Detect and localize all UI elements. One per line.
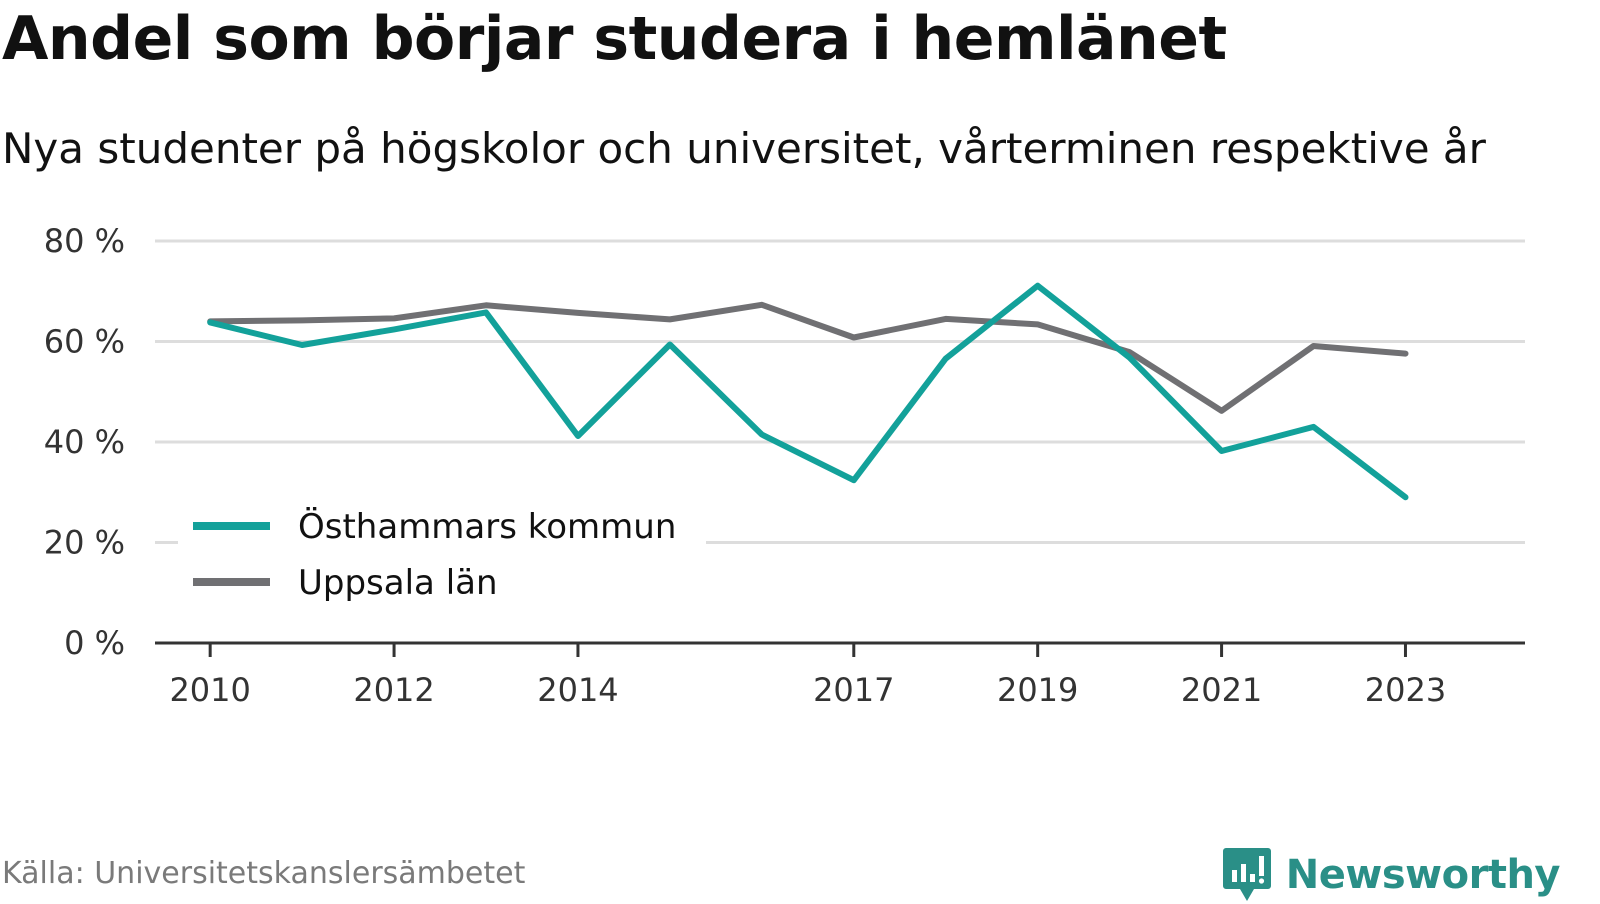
x-tick-label: 2010 bbox=[169, 671, 250, 709]
series-line-0 bbox=[207, 282, 1409, 501]
x-tick-label: 2012 bbox=[353, 671, 434, 709]
y-tick-label: 0 % bbox=[64, 624, 125, 662]
x-tick-label: 2019 bbox=[997, 671, 1078, 709]
legend-background bbox=[178, 492, 706, 544]
legend: Östhammars kommun Uppsala län bbox=[178, 492, 706, 603]
brand-name: Newsworthy bbox=[1285, 852, 1561, 898]
x-tick-label: 2023 bbox=[1365, 671, 1446, 709]
legend-label: Uppsala län bbox=[298, 563, 498, 603]
x-tick-label: 2021 bbox=[1181, 671, 1262, 709]
series-line-1 bbox=[207, 301, 1409, 414]
legend-label: Östhammars kommun bbox=[298, 506, 676, 547]
y-tick-label: 20 % bbox=[44, 524, 125, 562]
chart-title: Andel som börjar studera i hemlänet bbox=[2, 4, 1227, 74]
y-axis-ticks: 0 % 20 % 40 % 60 % 80 % bbox=[44, 222, 125, 662]
brand-logo: Newsworthy bbox=[1222, 846, 1561, 904]
y-tick-label: 40 % bbox=[44, 423, 125, 461]
chart-subtitle: Nya studenter på högskolor och universit… bbox=[2, 124, 1486, 173]
y-tick-label: 80 % bbox=[44, 222, 125, 260]
source-note: Källa: Universitetskanslersämbetet bbox=[2, 856, 526, 891]
series-lines bbox=[207, 282, 1409, 501]
x-tick-label: 2017 bbox=[813, 671, 894, 709]
newsworthy-logo-icon bbox=[1222, 848, 1271, 901]
x-tick-label: 2014 bbox=[537, 671, 618, 709]
y-tick-label: 60 % bbox=[44, 323, 125, 361]
x-axis: 2010 2012 2014 2017 2019 2021 2023 bbox=[155, 641, 1525, 709]
